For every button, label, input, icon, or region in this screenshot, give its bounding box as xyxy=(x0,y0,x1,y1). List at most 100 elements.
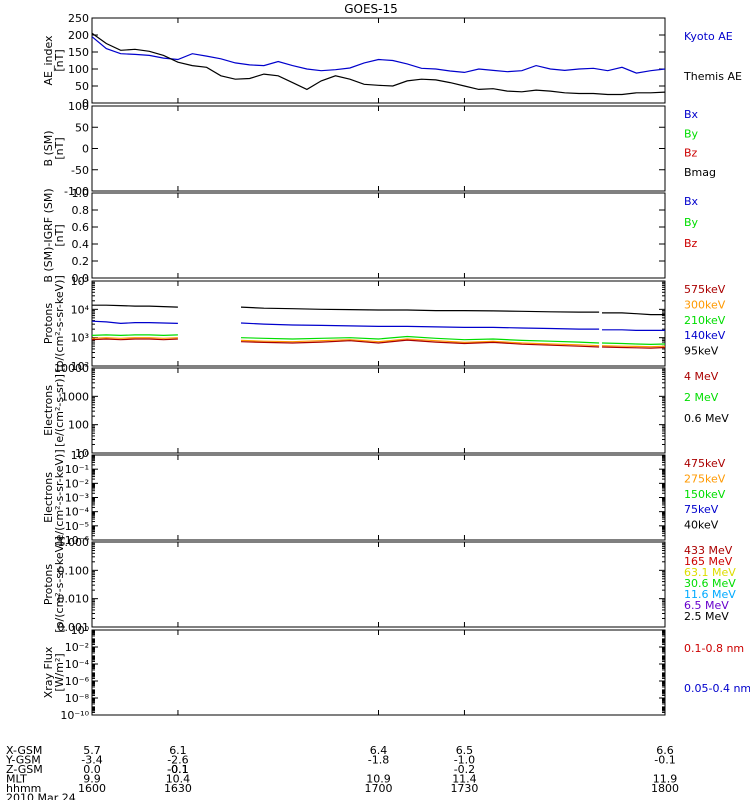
legend-entry: 0.05-0.4 nm xyxy=(684,682,750,695)
y-tick-label: 150 xyxy=(68,46,89,59)
ephemeris-value: 6.6 xyxy=(656,744,674,757)
y-tick-label: -100 xyxy=(64,185,89,198)
ephemeris-value: -0.1 xyxy=(654,754,675,767)
plot-title: GOES-15 xyxy=(344,2,398,16)
y-tick-label: 10⁻⁴ xyxy=(65,506,90,519)
legend-entry: 140keV xyxy=(684,329,726,342)
y-axis-label: Electrons[e/(cm²-s-sr-keV)] xyxy=(42,449,66,545)
y-tick-label: 10⁻⁸ xyxy=(65,692,90,705)
legend-entry: 0.1-0.8 nm xyxy=(684,642,744,655)
ephemeris-value: 11.4 xyxy=(452,773,477,786)
y-axis-label: AE_index[nT] xyxy=(42,35,66,86)
series-line xyxy=(601,346,666,349)
legend-entry: 40keV xyxy=(684,519,719,532)
y-tick-label: 0.001 xyxy=(58,621,90,634)
y-tick-label: 0.0 xyxy=(72,272,90,285)
y-axis-label-line: [W/m²] xyxy=(53,653,66,691)
legend-entry: Bx xyxy=(684,195,699,208)
y-tick-label: 100 xyxy=(68,100,89,113)
panel-6: 0.0010.0100.1001.000Protons[p/(cm²-s-sr-… xyxy=(42,536,736,634)
legend-entry: Bx xyxy=(684,108,699,121)
y-axis-label-line: Electrons xyxy=(42,472,55,523)
ephemeris-value: 1700 xyxy=(365,782,393,795)
ephemeris-row-label: X-GSM xyxy=(6,744,42,757)
legend-entry: 63.1 MeV xyxy=(684,566,736,579)
panel-7: 10⁻¹⁰ 10⁻⁸ 10⁻⁶ 10⁻⁴ 10⁻² 10⁰ Xray Flux[W/m²] 0… xyxy=(42,624,750,722)
series-line xyxy=(602,329,665,331)
y-axis-label: B (SM)-IGRF (SM)[nT] xyxy=(42,188,66,282)
y-tick-label: 10³ xyxy=(71,332,89,345)
y-tick-label: 10000 xyxy=(54,362,89,375)
y-tick-label: 0.010 xyxy=(58,593,90,606)
y-axis-label: Protons[p/(cm²-s-sr-keV)] xyxy=(42,536,66,633)
series-line xyxy=(91,32,666,96)
ephemeris-value: -1.8 xyxy=(368,754,389,767)
ephemeris-row-label: Z-GSM xyxy=(6,763,43,776)
y-tick-label: 0.100 xyxy=(58,564,90,577)
panel-frame xyxy=(91,17,666,104)
ephemeris-value: -0.1 xyxy=(167,763,188,776)
y-tick-label: 10⁻⁶ xyxy=(65,534,90,547)
y-tick-label: 0.8 xyxy=(72,204,90,217)
ephemeris-value: -3.4 xyxy=(81,754,102,767)
panel-frame xyxy=(91,629,666,716)
ephemeris-value: -0.1 xyxy=(167,763,188,776)
ephemeris-value: -1.0 xyxy=(454,754,475,767)
ephemeris-row-label: MLT xyxy=(6,773,27,786)
series-line xyxy=(601,342,666,346)
y-axis-label-line: [p/(cm²-s-sr-keV)] xyxy=(53,275,66,372)
ephemeris-value: 9.9 xyxy=(83,773,101,786)
legend-entry: 0.6 MeV xyxy=(684,412,729,425)
legend-entry: 275keV xyxy=(684,472,726,485)
y-tick-label: 10⁰ xyxy=(71,624,90,637)
legend-entry: 2 MeV xyxy=(684,391,719,404)
legend-entry: 210keV xyxy=(684,314,726,327)
panel-frame xyxy=(91,280,666,367)
y-tick-label: 10⁻⁵ xyxy=(65,520,89,533)
legend-entry: 300keV xyxy=(684,298,726,311)
y-tick-label: 10⁻² xyxy=(65,641,89,654)
y-axis-label: Protons[p/(cm²-s-sr-keV)] xyxy=(42,275,66,372)
series-line xyxy=(91,338,178,341)
series-line xyxy=(602,312,665,316)
y-tick-label: 1.0 xyxy=(72,187,90,200)
legend-entry: 150keV xyxy=(684,488,726,501)
legend-entry: Bz xyxy=(684,237,698,250)
series-line xyxy=(601,345,666,348)
panel-frame xyxy=(91,192,666,279)
y-tick-label: 10⁻⁶ xyxy=(65,675,90,688)
legend-entry: By xyxy=(684,216,699,229)
ephemeris-value: -0.1 xyxy=(167,763,188,776)
panel-2: 0.0 0.2 0.4 0.6 0.8 1.0 B (SM)-IGRF (SM)[nT] Bx… xyxy=(42,187,699,285)
y-axis-label-line: [nT] xyxy=(53,137,66,159)
y-axis-label-line: Protons xyxy=(42,303,55,344)
y-tick-label: 50 xyxy=(75,80,89,93)
y-tick-label: 250 xyxy=(68,12,89,25)
y-axis-label: Xray Flux[W/m²] xyxy=(42,646,66,698)
legend-entry: 30.6 MeV xyxy=(684,577,736,590)
ephemeris-value: 0.0 xyxy=(83,763,101,776)
series-line xyxy=(91,334,178,337)
y-axis-label-line: Protons xyxy=(42,564,55,605)
y-axis-label-line: AE_index xyxy=(42,35,55,86)
y-tick-label: 10 xyxy=(75,447,89,460)
y-tick-label: 10⁻³ xyxy=(65,492,89,505)
ephemeris-value: -0.2 xyxy=(454,763,475,776)
y-axis-label-line: [e/(cm²-s-sr)] xyxy=(53,374,66,447)
ephemeris-value: 6.5 xyxy=(456,744,474,757)
y-axis-label-line: [e/(cm²-s-sr-keV)] xyxy=(53,449,66,545)
y-tick-label: 1000 xyxy=(61,390,89,403)
ephemeris-value: 6.4 xyxy=(370,744,388,757)
legend-entry: By xyxy=(684,127,699,140)
series-line xyxy=(92,304,178,308)
ephemeris-row-label: Y-GSM xyxy=(5,754,41,767)
ephemeris-value: 1800 xyxy=(651,782,679,795)
ephemeris-value: 1630 xyxy=(164,782,192,795)
ephemeris-value: 1600 xyxy=(78,782,106,795)
y-axis-label-line: [p/(cm²-s-sr-keV)] xyxy=(53,536,66,633)
y-tick-label: 50 xyxy=(75,121,89,134)
ephemeris-value: 5.7 xyxy=(83,744,101,757)
series-line xyxy=(240,339,600,348)
